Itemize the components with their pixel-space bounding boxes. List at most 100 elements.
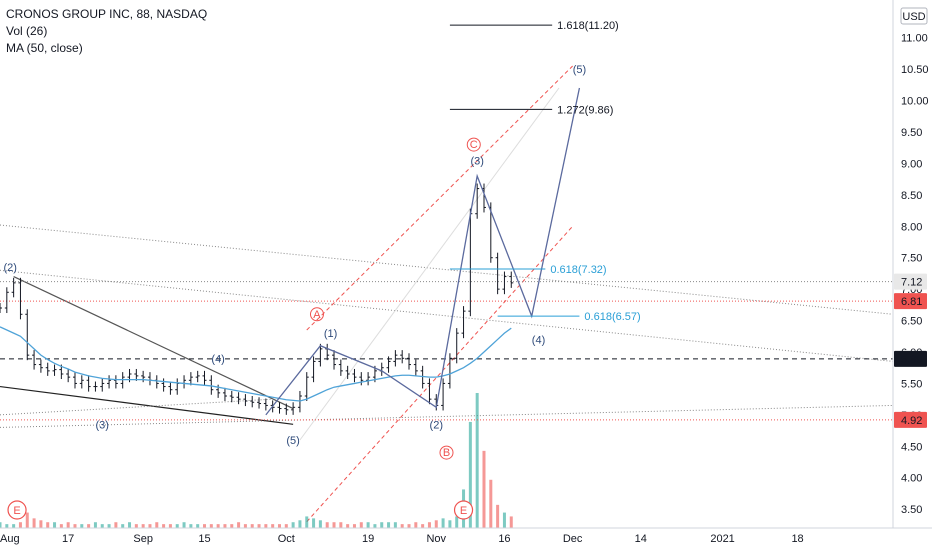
x-tick-label: Sep: [133, 533, 153, 545]
volume-bar: [387, 522, 391, 528]
volume-bar: [148, 524, 152, 528]
y-tick-label: 4.50: [901, 441, 922, 453]
volume-bar: [359, 522, 363, 528]
price-label-text: 6.81: [901, 296, 922, 308]
volume-bar: [400, 524, 404, 528]
price-bar: [209, 375, 214, 395]
price-bar: [441, 378, 446, 411]
volume-bar: [66, 522, 70, 528]
wedge-top: [13, 276, 294, 410]
price-bar: [447, 353, 452, 389]
ma-indicator-label[interactable]: MA (50, close): [6, 41, 83, 55]
volume-bar: [284, 524, 288, 528]
price-bar: [236, 392, 241, 405]
volume-bar: [25, 512, 29, 528]
volume-bar: [141, 524, 145, 528]
wave-label: (4): [532, 334, 545, 346]
volume-bar: [298, 520, 302, 528]
circle-label-text: C: [470, 139, 478, 151]
volume-bar: [114, 522, 118, 528]
circle-label: A: [309, 307, 324, 322]
price-bar: [25, 309, 30, 361]
price-bar: [454, 328, 459, 364]
volume-bar: [32, 518, 36, 528]
fibonacci-levels: 1.618(11.20) 1.272(9.86) 0.618(7.32) 0.618(…: [449, 20, 641, 323]
wave-labels: (2) (3) (4) (5) (1) (2) (3) (4) (5) A B C E E: [3, 64, 586, 520]
trendlines: [0, 65, 894, 523]
chart-legend: CRONOS GROUP INC, 88, NASDAQ Vol (26) MA…: [6, 6, 207, 57]
price-bar: [134, 368, 139, 381]
price-label: 6.81: [894, 293, 927, 310]
volume-bar: [475, 393, 479, 528]
price-bar: [243, 394, 248, 407]
volume-bar: [380, 522, 384, 528]
volume-bar: [18, 522, 22, 528]
price-bar: [263, 398, 268, 411]
price-bar: [168, 381, 173, 395]
earnings-marker-text: E: [13, 505, 20, 517]
circle-label-ring: [439, 445, 454, 460]
price-bar: [113, 375, 118, 389]
time-axis[interactable]: Aug 17 Sep 15 Oct 19 Nov 16 Dec 14 2021 18: [0, 527, 932, 545]
volume-bar: [305, 516, 309, 528]
volume-bar: [196, 524, 200, 528]
volume-bar: [509, 516, 513, 528]
price-bar: [304, 372, 309, 402]
symbol-title[interactable]: CRONOS GROUP INC, 88, NASDAQ: [6, 7, 208, 21]
price-label-box: [894, 350, 927, 367]
volume-indicator-label[interactable]: Vol (26): [6, 24, 48, 38]
volume-bar: [339, 522, 343, 528]
volume-bar: [12, 524, 16, 528]
y-tick-label: 4.00: [901, 473, 922, 485]
volume-bar: [5, 524, 9, 528]
volume-bar: [325, 522, 329, 528]
fib-label: 0.618(7.32): [550, 264, 606, 276]
volume-bar: [182, 522, 186, 528]
volume-bar: [230, 524, 234, 528]
x-tick-label: Aug: [0, 533, 20, 545]
price-bar: [407, 353, 412, 370]
moving-average-line: [0, 326, 512, 402]
price-bar: [66, 368, 71, 383]
volume-bar: [414, 522, 418, 528]
horizontal-price-lines: [0, 281, 893, 421]
volume-bar: [427, 522, 431, 528]
volume-bar: [128, 522, 132, 528]
price-bar: [345, 365, 350, 380]
circle-label-text: A: [313, 309, 321, 321]
y-tick-label: 9.00: [901, 158, 922, 170]
volume-bar: [209, 524, 213, 528]
price-bar: [461, 306, 466, 339]
x-tick-label: 2021: [710, 533, 734, 545]
volume-bar: [39, 520, 43, 528]
earnings-marker-ring: [7, 500, 27, 520]
volume-bar: [155, 522, 159, 528]
price-bar: [72, 372, 77, 389]
price-bar: [100, 378, 105, 392]
earnings-marker-ring: [453, 500, 474, 520]
price-axis[interactable]: USD3.504.004.505.005.506.006.507.007.508…: [892, 0, 932, 550]
price-bars: [0, 183, 514, 415]
volume-bar: [332, 522, 336, 528]
price-bar: [52, 364, 57, 376]
price-bar: [338, 359, 343, 376]
wave-label: (1): [324, 328, 337, 340]
volume-bar: [168, 524, 172, 528]
x-tick-label: Oct: [278, 533, 295, 545]
volume-bar: [216, 524, 220, 528]
volume-bar: [441, 518, 445, 528]
volume-bar: [93, 522, 97, 528]
fan-line: [299, 87, 560, 441]
price-bar: [32, 350, 37, 370]
volume-bar: [46, 522, 50, 528]
circle-label-text: B: [443, 447, 450, 459]
price-bar: [195, 370, 200, 383]
price-bar: [379, 362, 384, 376]
volume-bar: [87, 524, 91, 528]
volume-bar: [489, 479, 493, 528]
volume-bar: [80, 524, 84, 528]
y-tick-label: 10.00: [901, 96, 929, 108]
wave-label: (5): [573, 64, 586, 76]
trendline-upper: [0, 224, 894, 315]
